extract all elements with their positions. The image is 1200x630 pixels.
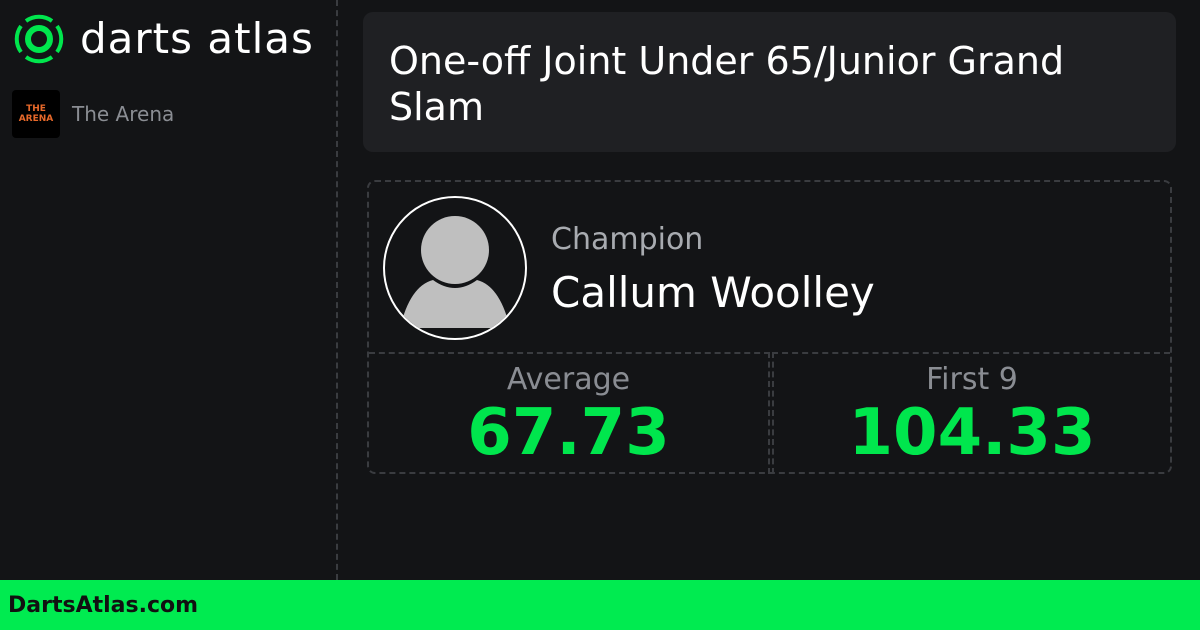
stat-average: Average 67.73 xyxy=(369,352,770,474)
brand-name: darts atlas xyxy=(80,14,314,63)
champion-name[interactable]: Callum Woolley xyxy=(551,268,875,317)
event-title-card: One-off Joint Under 65/Junior Grand Slam xyxy=(363,12,1176,152)
sidebar: darts atlas THE ARENA The Arena xyxy=(0,0,338,580)
footer-bar: DartsAtlas.com xyxy=(0,580,1200,630)
venue-link[interactable]: THE ARENA The Arena xyxy=(12,90,174,138)
stat-label: Average xyxy=(506,362,631,397)
default-user-icon xyxy=(400,216,510,328)
darts-atlas-logo[interactable]: darts atlas xyxy=(12,12,314,66)
footer-site-link[interactable]: DartsAtlas.com xyxy=(8,592,199,618)
dartboard-logo-icon xyxy=(14,14,64,64)
stat-label: First 9 xyxy=(926,362,1018,397)
event-title: One-off Joint Under 65/Junior Grand Slam xyxy=(389,39,1065,129)
stat-value: 67.73 xyxy=(467,396,670,470)
champion-label: Champion xyxy=(551,222,704,257)
avatar xyxy=(383,196,527,340)
venue-logo-icon: THE ARENA xyxy=(12,90,60,138)
venue-name: The Arena xyxy=(72,102,175,126)
stat-first-9: First 9 104.33 xyxy=(772,352,1170,474)
champion-card: Champion Callum Woolley Average 67.73 Fi… xyxy=(367,180,1172,474)
stat-value: 104.33 xyxy=(848,396,1096,470)
